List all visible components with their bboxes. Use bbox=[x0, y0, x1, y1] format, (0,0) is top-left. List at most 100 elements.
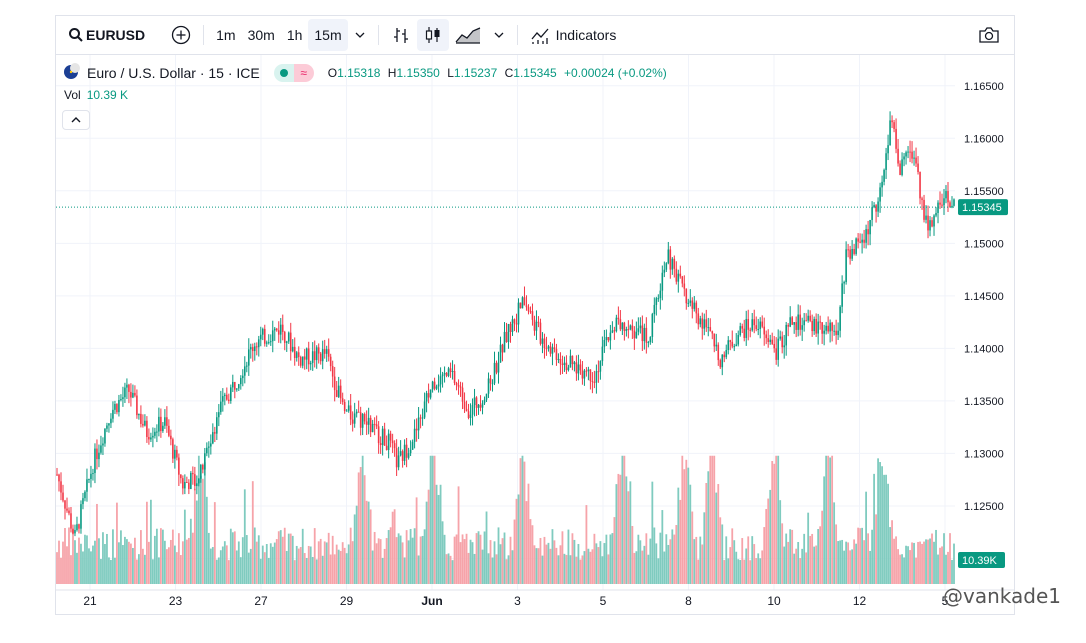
candle-body bbox=[359, 412, 362, 428]
collapse-legend-button[interactable] bbox=[62, 110, 90, 130]
volume-bar bbox=[337, 549, 340, 584]
volume-bar bbox=[433, 455, 436, 584]
area-chart-icon bbox=[455, 25, 481, 45]
volume-bar bbox=[807, 512, 810, 584]
volume-bar bbox=[819, 526, 822, 584]
candle-body bbox=[931, 220, 933, 227]
candle-body bbox=[467, 411, 470, 418]
area-style-button[interactable] bbox=[449, 19, 487, 51]
chart-type-dropdown-button[interactable] bbox=[487, 19, 511, 51]
volume-bar bbox=[857, 527, 860, 584]
candle-body bbox=[66, 508, 68, 511]
volume-bar bbox=[667, 544, 670, 584]
volume-bar bbox=[98, 538, 100, 584]
candle-body bbox=[429, 389, 432, 398]
volume-bar bbox=[345, 553, 348, 584]
volume-bar bbox=[659, 532, 662, 584]
indicators-icon bbox=[530, 25, 550, 45]
volume-bar bbox=[911, 542, 913, 584]
candle-body bbox=[663, 269, 666, 273]
candle-body bbox=[321, 349, 324, 362]
candle-body bbox=[271, 330, 274, 342]
volume-bar bbox=[285, 550, 288, 584]
volume-bar bbox=[577, 543, 580, 584]
volume-bar bbox=[72, 529, 74, 584]
compare-symbol-button[interactable] bbox=[165, 19, 197, 51]
candle-body bbox=[144, 420, 146, 426]
volume-bar bbox=[661, 510, 664, 584]
interval-1h[interactable]: 1h bbox=[286, 27, 303, 43]
symbol-search-button[interactable]: EURUSD bbox=[62, 19, 151, 51]
candle-body bbox=[283, 331, 286, 343]
candle-body bbox=[413, 428, 416, 442]
candle-body bbox=[745, 318, 748, 338]
candle-body bbox=[166, 417, 168, 426]
candle-body bbox=[613, 330, 616, 332]
candle-body bbox=[953, 199, 955, 206]
candle-body bbox=[313, 351, 316, 361]
candle-body bbox=[927, 215, 929, 231]
volume-bar bbox=[367, 501, 370, 584]
volume-bar bbox=[525, 501, 528, 584]
volume-bar bbox=[425, 501, 428, 584]
candle-body bbox=[239, 378, 242, 385]
candle-body bbox=[717, 344, 720, 361]
candle-body bbox=[449, 368, 452, 372]
candle-body bbox=[643, 327, 646, 342]
candle-body bbox=[331, 366, 334, 377]
volume-bar bbox=[947, 551, 949, 584]
candle-body bbox=[573, 362, 576, 365]
bar-style-button[interactable] bbox=[385, 19, 417, 51]
volume-bar bbox=[823, 476, 826, 584]
volume-bar bbox=[581, 555, 584, 584]
volume-bar bbox=[587, 548, 590, 584]
candle-body bbox=[641, 325, 644, 342]
watermark: @vankade1 bbox=[943, 584, 1085, 643]
volume-bar bbox=[181, 541, 184, 584]
candle-body bbox=[202, 464, 204, 470]
candle-body bbox=[665, 263, 668, 270]
candle-body bbox=[259, 334, 262, 340]
candle-body bbox=[140, 413, 142, 424]
candle-body bbox=[56, 474, 58, 476]
indicators-button[interactable]: Indicators bbox=[524, 19, 623, 51]
volume-bar bbox=[847, 542, 850, 584]
volume-bar bbox=[269, 543, 272, 584]
interval-30m[interactable]: 30m bbox=[247, 27, 275, 43]
volume-bar bbox=[443, 534, 446, 584]
candle-body bbox=[939, 202, 941, 205]
candle-body bbox=[567, 367, 570, 371]
interval-15m[interactable]: 15m bbox=[308, 19, 348, 51]
volume-bar bbox=[613, 517, 616, 584]
candle-body bbox=[655, 298, 658, 305]
candle-body bbox=[437, 384, 440, 387]
volume-bar bbox=[64, 528, 66, 584]
volume-bar bbox=[931, 533, 933, 584]
candle-body bbox=[164, 417, 166, 426]
time-tick-label: 21 bbox=[83, 594, 97, 608]
snapshot-button[interactable] bbox=[972, 19, 1006, 51]
candle-body bbox=[214, 432, 216, 434]
candles-style-button[interactable] bbox=[416, 19, 449, 51]
candle-body bbox=[269, 341, 272, 343]
interval-1m[interactable]: 1m bbox=[216, 27, 236, 43]
volume-bar bbox=[505, 559, 508, 584]
market-status-pill[interactable]: ≈ bbox=[273, 63, 314, 82]
interval-dropdown-button[interactable] bbox=[348, 19, 372, 51]
volume-bar bbox=[467, 552, 470, 584]
volume-bar bbox=[249, 548, 252, 584]
candle-body bbox=[273, 328, 276, 331]
volume-bar bbox=[405, 530, 408, 584]
candle-body bbox=[281, 324, 284, 332]
chevron-up-icon bbox=[71, 116, 81, 128]
close-label: C bbox=[504, 65, 514, 80]
volume-bar bbox=[851, 549, 854, 584]
volume-bar bbox=[517, 494, 520, 584]
volume-bar bbox=[251, 481, 254, 584]
candle-body bbox=[743, 328, 746, 338]
time-tick-label: 12 bbox=[853, 594, 867, 608]
candle-body bbox=[559, 358, 562, 364]
candle-body bbox=[172, 439, 174, 459]
candle-body bbox=[170, 435, 172, 440]
